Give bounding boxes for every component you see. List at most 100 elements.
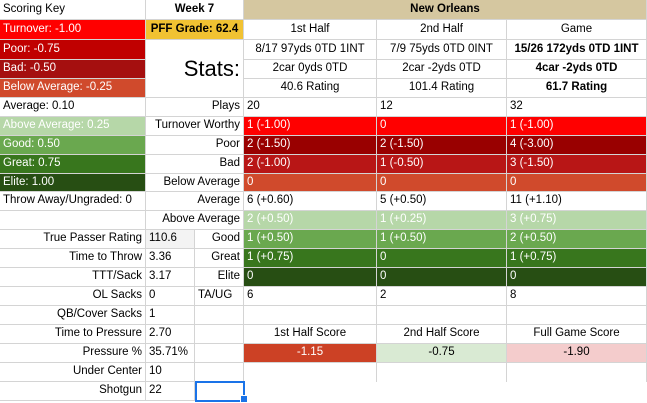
grade-label[interactable]: Above Average [146,211,244,230]
week-label[interactable]: Week 7 [146,0,244,20]
grade-value[interactable]: 1 (+0.75) [244,249,377,268]
metric-value[interactable]: 0 [146,287,195,306]
rushing-game[interactable]: 4car -2yds 0TD [507,60,647,79]
grade-value[interactable]: 6 (+0.60) [244,192,377,211]
metric-value[interactable]: 3.17 [146,268,195,287]
key-average[interactable]: Average: 0.10 [0,98,146,117]
grade-value[interactable]: 0 [244,174,377,192]
key-bad[interactable]: Bad: -0.50 [0,60,146,79]
metric-value[interactable]: 22 [146,382,195,401]
grade-value[interactable]: 5 (+0.50) [377,192,507,211]
metric-label[interactable]: Time to Throw [0,249,146,268]
grade-value[interactable]: 20 [244,98,377,117]
grade-value[interactable]: 0 [507,174,647,192]
metric-value[interactable]: 35.71% [146,344,195,363]
scoring-key-header[interactable]: Scoring Key [0,0,146,20]
empty-cell[interactable] [195,306,244,325]
empty-cell[interactable] [377,306,507,325]
grade-value[interactable]: 2 (+0.50) [507,230,647,249]
grade-value[interactable]: 8 [507,287,647,306]
metric-label[interactable]: Pressure % [0,344,146,363]
key-great[interactable]: Great: 0.75 [0,155,146,174]
metric-label[interactable]: Shotgun [0,382,146,401]
empty-cell[interactable] [377,363,507,382]
column-header-2nd-half[interactable]: 2nd Half [377,20,507,40]
score-1st-half[interactable]: -1.15 [244,344,377,363]
grade-label[interactable]: Bad [146,155,244,174]
grade-value[interactable]: 1 (-0.50) [377,155,507,174]
grade-label[interactable]: Average [146,192,244,211]
metric-value[interactable]: 10 [146,363,195,382]
metric-label[interactable]: Time to Pressure [0,325,146,344]
key-throw-away[interactable]: Throw Away/Ungraded: 0 [0,192,146,211]
grade-value[interactable]: 0 [377,268,507,287]
metric-label[interactable]: Under Center [0,363,146,382]
metric-label[interactable]: True Passer Rating [0,230,146,249]
grade-value[interactable]: 0 [377,249,507,268]
empty-cell[interactable] [0,211,146,230]
grade-label[interactable]: Poor [146,136,244,155]
empty-cell[interactable] [195,325,244,344]
metric-label[interactable]: QB/Cover Sacks [0,306,146,325]
key-below-average[interactable]: Below Average: -0.25 [0,79,146,98]
grade-value[interactable]: 3 (-1.50) [507,155,647,174]
grade-label[interactable]: Turnover Worthy [146,117,244,136]
grade-value[interactable]: 11 (+1.10) [507,192,647,211]
grade-value[interactable]: 1 (+0.25) [377,211,507,230]
metric-value[interactable]: 110.6 [146,230,195,249]
grade-value[interactable]: 0 [244,268,377,287]
score-label-1st-half[interactable]: 1st Half Score [244,325,377,344]
metric-label[interactable]: OL Sacks [0,287,146,306]
metric-value[interactable]: 3.36 [146,249,195,268]
empty-cell[interactable] [244,363,377,382]
key-elite[interactable]: Elite: 1.00 [0,174,146,192]
grade-label[interactable]: Plays [146,98,244,117]
passing-game[interactable]: 15/26 172yds 0TD 1INT [507,40,647,60]
pff-grade[interactable]: PFF Grade: 62.4 [146,20,244,40]
key-turnover[interactable]: Turnover: -1.00 [0,20,146,40]
grade-value[interactable]: 2 (-1.50) [244,136,377,155]
column-header-game[interactable]: Game [507,20,647,40]
grade-value[interactable]: 1 (+0.50) [244,230,377,249]
grade-value[interactable]: 3 (+0.75) [507,211,647,230]
rushing-2nd-half[interactable]: 2car -2yds 0TD [377,60,507,79]
score-2nd-half[interactable]: -0.75 [377,344,507,363]
metric-value[interactable]: 2.70 [146,325,195,344]
grade-value[interactable]: 0 [377,117,507,136]
rushing-1st-half[interactable]: 2car 0yds 0TD [244,60,377,79]
grade-label[interactable]: Elite [195,268,244,287]
team-header[interactable]: New Orleans [244,0,647,20]
key-good[interactable]: Good: 0.50 [0,136,146,155]
grade-value[interactable]: 32 [507,98,647,117]
grade-value[interactable]: 4 (-3.00) [507,136,647,155]
score-full-game[interactable]: -1.90 [507,344,647,363]
grade-value[interactable]: 1 (+0.50) [377,230,507,249]
column-header-1st-half[interactable]: 1st Half [244,20,377,40]
rating-game[interactable]: 61.7 Rating [507,79,647,98]
passing-2nd-half[interactable]: 7/9 75yds 0TD 0INT [377,40,507,60]
grade-value[interactable]: 6 [244,287,377,306]
empty-cell[interactable] [244,306,377,325]
grade-value[interactable]: 12 [377,98,507,117]
grade-value[interactable]: 2 (+0.50) [244,211,377,230]
rating-1st-half[interactable]: 40.6 Rating [244,79,377,98]
grade-value[interactable]: 2 [377,287,507,306]
grade-value[interactable]: 2 (-1.50) [377,136,507,155]
rating-2nd-half[interactable]: 101.4 Rating [377,79,507,98]
empty-cell[interactable] [195,344,244,363]
stats-label[interactable]: Stats: [146,40,244,98]
fill-handle[interactable] [240,395,248,403]
grade-label[interactable]: TA/UG [195,287,244,306]
grade-label[interactable]: Below Average [146,174,244,192]
metric-label[interactable]: TTT/Sack [0,268,146,287]
score-label-2nd-half[interactable]: 2nd Half Score [377,325,507,344]
passing-1st-half[interactable]: 8/17 97yds 0TD 1INT [244,40,377,60]
grade-label[interactable]: Great [195,249,244,268]
grade-value[interactable]: 0 [377,174,507,192]
metric-value[interactable]: 1 [146,306,195,325]
key-poor[interactable]: Poor: -0.75 [0,40,146,60]
empty-cell[interactable] [507,306,647,325]
grade-value[interactable]: 1 (-1.00) [507,117,647,136]
grade-value[interactable]: 1 (+0.75) [507,249,647,268]
grade-value[interactable]: 0 [507,268,647,287]
